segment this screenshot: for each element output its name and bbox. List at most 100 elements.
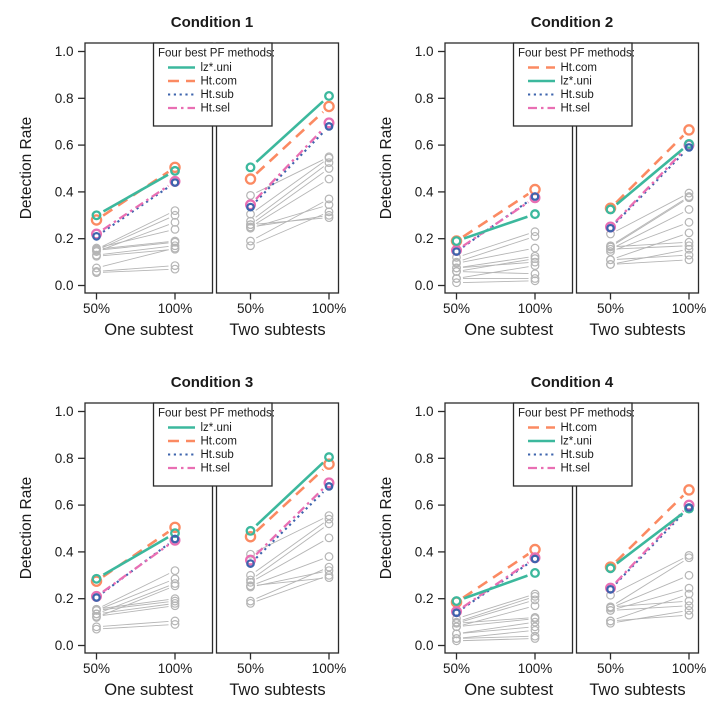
gray-point — [324, 533, 334, 543]
series-line-ht_sub — [102, 186, 169, 233]
y-tick-label: 0.4 — [55, 184, 74, 199]
gray-point — [606, 605, 615, 615]
gray-point — [684, 241, 694, 251]
gray-point — [170, 579, 180, 588]
gray-point — [170, 241, 180, 251]
gray-point — [684, 217, 694, 227]
data-point-ht_sub — [246, 559, 255, 568]
gray-line — [102, 268, 169, 273]
series-line-ht_sel — [255, 127, 325, 200]
legend-title: Four best PF methods: — [518, 408, 635, 420]
data-point-ht_sub — [92, 232, 101, 241]
panel-caption: Two subtests — [589, 321, 685, 339]
legend-item-label: Ht.com — [561, 62, 597, 74]
gray-line — [616, 577, 684, 606]
gray-line — [255, 540, 324, 580]
gray-point — [92, 268, 101, 278]
gray-point — [684, 250, 694, 260]
x-tick-label: 100% — [672, 661, 707, 676]
quadrant-condition-2: 0.0 0.2 0.4 0.6 0.8 1.0 50% 100% One subtest 50% 1… — [360, 0, 720, 360]
series-line-ht_com — [255, 110, 325, 175]
series-line-ht_sel — [102, 184, 169, 231]
gray-line — [616, 195, 684, 232]
gray-line — [616, 255, 683, 260]
y-tick-label: 0.0 — [55, 638, 74, 653]
data-point-ht_sub — [170, 534, 180, 544]
gray-point — [246, 581, 255, 591]
gray-point — [324, 552, 334, 561]
gray-point — [170, 598, 180, 608]
panel-caption: Two subtests — [229, 681, 325, 699]
gray-point — [530, 251, 540, 261]
y-tick-label: 0.2 — [55, 231, 74, 246]
legend-item-label: lz*.uni — [561, 436, 592, 448]
data-point-lz_uni — [170, 165, 180, 176]
gray-point — [452, 263, 461, 273]
data-point-ht_com — [90, 214, 103, 226]
gray-point — [684, 596, 694, 606]
y-tick-label: 0.2 — [415, 591, 434, 606]
legend-box — [152, 402, 273, 487]
data-point-ht_sub — [452, 608, 461, 618]
x-tick-label: 100% — [312, 661, 347, 676]
gray-line — [102, 606, 169, 616]
gray-point — [606, 244, 615, 254]
gray-point — [530, 231, 540, 241]
data-point-ht_com — [169, 161, 181, 174]
gray-point — [324, 164, 334, 173]
series-line-ht_sub — [255, 131, 325, 203]
gray-line — [102, 217, 170, 249]
gray-point — [170, 243, 180, 253]
gray-point — [246, 191, 255, 200]
gray-line — [462, 237, 529, 261]
data-point-ht_sub — [530, 192, 540, 201]
data-point-ht_sub — [246, 202, 255, 212]
gray-point — [246, 222, 255, 232]
data-point-lz_uni — [605, 563, 616, 574]
gray-point — [92, 245, 101, 255]
gray-point — [452, 634, 461, 643]
series-line-ht_com — [255, 468, 325, 533]
gray-point — [324, 158, 334, 168]
gray-line — [256, 518, 324, 552]
gray-line — [102, 246, 169, 255]
gray-line — [616, 605, 683, 611]
gray-point — [684, 188, 694, 198]
gray-point — [606, 260, 615, 269]
data-point-ht_sub — [606, 223, 615, 233]
gray-line — [102, 265, 169, 272]
gray-point — [170, 224, 180, 234]
data-point-ht_sub — [684, 503, 694, 512]
gray-point — [530, 274, 540, 283]
legend-item-label: lz*.uni — [201, 62, 232, 74]
gray-point — [324, 570, 334, 580]
data-point-ht_sel — [323, 477, 335, 489]
gray-point — [170, 581, 180, 591]
gray-line — [616, 224, 684, 250]
chart-title: Condition 3 — [171, 374, 254, 391]
gray-point — [170, 261, 180, 271]
gray-line — [102, 573, 170, 607]
data-point-lz_uni — [324, 452, 334, 463]
quadrant-condition-1: 0.0 0.2 0.4 0.6 0.8 1.0 50% 100% One subtest 50% 1… — [0, 0, 360, 360]
legend-item-label: Ht.com — [201, 436, 237, 448]
series-line-lz_uni — [615, 148, 684, 206]
data-point-lz_uni — [245, 162, 256, 173]
gray-point — [684, 583, 694, 593]
gray-line — [102, 224, 170, 250]
gray-point — [530, 589, 540, 599]
gray-line — [462, 630, 529, 639]
gray-point — [246, 577, 255, 587]
series-line-ht_sel — [615, 150, 685, 223]
series-line-ht_com — [462, 192, 530, 238]
gray-point — [530, 257, 540, 267]
data-point-ht_sub — [606, 584, 615, 594]
panel-caption: Two subtests — [229, 321, 325, 339]
y-tick-label: 0.4 — [55, 544, 74, 559]
gray-line — [462, 626, 529, 634]
gray-point — [684, 553, 694, 563]
legend-item-label: lz*.uni — [561, 76, 592, 88]
gray-line — [616, 615, 683, 621]
gray-point — [92, 605, 101, 615]
x-tick-label: 100% — [672, 301, 707, 316]
